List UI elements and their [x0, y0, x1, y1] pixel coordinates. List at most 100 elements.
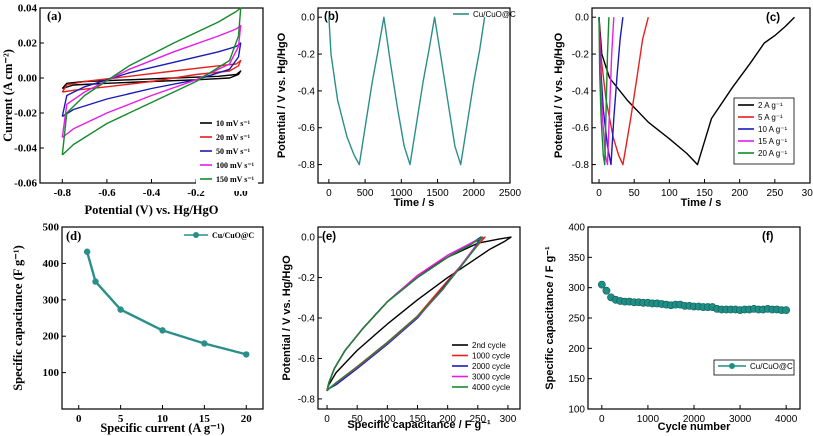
- y-tick-label: 400: [43, 258, 60, 270]
- data-point: [782, 306, 791, 315]
- plot-frame: [317, 7, 511, 184]
- legend-label: 3000 cycle: [472, 373, 511, 382]
- data-point: [117, 306, 124, 313]
- series-cu-cuo-c: [597, 280, 791, 315]
- plot-frame: [317, 226, 521, 410]
- y-tick-label: -0.6: [298, 123, 316, 134]
- y-axis-label: Potential / V vs. Hg/HgO: [553, 32, 565, 158]
- x-axis-label: Time / s: [394, 197, 435, 209]
- data-point: [159, 327, 166, 334]
- y-tick-label: 0.0: [301, 13, 315, 24]
- y-tick-label: -0.06: [14, 178, 37, 190]
- y-tick-label: 500: [43, 222, 60, 234]
- legend-label: Cu/CuO@C: [212, 231, 254, 240]
- series-1000-cycle-line: [326, 236, 486, 392]
- y-tick-label: 0.00: [18, 73, 38, 85]
- panel-label: (e): [322, 231, 336, 243]
- panel-label: (b): [324, 11, 339, 23]
- legend-label: 100 mV s⁻¹: [216, 161, 255, 170]
- data-point: [201, 340, 208, 347]
- series-20-mv-s--line: [61, 59, 242, 93]
- legend-label: Cu/CuO@C: [473, 10, 516, 19]
- x-axis-label: Potential (V) vs. Hg/HgO: [84, 203, 218, 217]
- y-tick-label: 0.0: [301, 233, 315, 244]
- panel-label: (c): [766, 12, 780, 24]
- y-tick-label: -0.8: [572, 160, 590, 171]
- legend-label: 2000 cycle: [472, 362, 511, 371]
- y-tick-label: -0.2: [572, 50, 590, 61]
- x-tick-label: 500: [357, 188, 374, 199]
- x-tick-label: 100: [661, 188, 678, 199]
- data-point: [243, 351, 250, 358]
- x-tick-label: -0.8: [54, 187, 72, 199]
- y-tick-label: 200: [43, 331, 60, 343]
- legend-label: 5 A g⁻¹: [758, 113, 783, 122]
- y-tick-label: 300: [568, 283, 585, 294]
- x-axis-label: Cycle number: [658, 421, 731, 433]
- x-tick-label: 0: [324, 414, 330, 425]
- data-point: [92, 278, 99, 285]
- x-tick-label: 250: [469, 414, 486, 425]
- x-tick-label: 3000: [729, 414, 752, 425]
- plot-frame: [591, 7, 811, 184]
- x-tick-label: 200: [731, 188, 748, 199]
- x-tick-label: 150: [409, 414, 426, 425]
- panel-c: 0 50 100 150 200 250 300 -0.8 -0.6 -0.4 -0.2 0.0 Tim…: [553, 7, 813, 209]
- legend-label: 2nd cycle: [472, 341, 506, 350]
- legend-label: 10 A g⁻¹: [758, 125, 787, 134]
- y-tick-label: -0.6: [572, 123, 590, 134]
- x-tick-label: -0.6: [98, 187, 116, 199]
- x-tick-label: 2000: [683, 414, 706, 425]
- legend-label: 2 A g⁻¹: [758, 101, 783, 110]
- x-tick-label: 15: [199, 413, 211, 425]
- y-tick-label: -0.2: [298, 273, 316, 284]
- series-100-mv-s--line: [61, 24, 242, 139]
- series-10-mv-s--line: [61, 70, 242, 90]
- x-tick-label: 150: [696, 188, 713, 199]
- panel-b: 0 500 1000 1500 2000 2500 -0.8 -0.6 -0.4 -0.2 0.0 T…: [276, 7, 522, 209]
- x-tick-label: 0: [326, 188, 332, 199]
- series-cu-cuo-c-line: [85, 251, 247, 356]
- panel-e: 0 50 100 150 200 250 300 -0.8 -0.6 -0.4 -0.2 0.0 Spe…: [281, 226, 521, 431]
- data-point: [602, 286, 611, 295]
- legend: Cu/CuO@C: [453, 10, 516, 19]
- y-tick-label: -0.4: [298, 86, 316, 97]
- x-tick-label: 10: [157, 413, 169, 425]
- x-tick-label: 0: [76, 413, 82, 425]
- x-tick-label: 0: [596, 188, 602, 199]
- y-tick-label: 0.04: [18, 3, 38, 15]
- y-tick-label: -0.8: [298, 160, 316, 171]
- series-150-mv-s--line: [61, 7, 242, 156]
- legend: Cu/CuO@C: [713, 359, 795, 376]
- x-tick-label: 50: [352, 414, 364, 425]
- y-tick-label: 0.02: [18, 38, 38, 50]
- y-tick-label: 0.0: [575, 13, 589, 24]
- x-tick-label: 1000: [390, 188, 413, 199]
- x-tick-label: 5: [118, 413, 124, 425]
- x-tick-label: 300: [802, 188, 813, 199]
- data-point: [83, 248, 91, 255]
- y-tick-label: 100: [568, 405, 585, 416]
- legend-label: 20 mV s⁻¹: [216, 133, 251, 142]
- legend-box: [713, 359, 795, 376]
- y-tick-label: 200: [568, 344, 585, 355]
- x-axis-label: Specific capacitance / F g⁻¹: [347, 419, 491, 431]
- y-tick-label: 250: [568, 314, 585, 325]
- series-3000-cycle-line: [326, 236, 484, 392]
- legend-label: 10 mV s⁻¹: [216, 119, 251, 128]
- legend-label: 1000 cycle: [472, 352, 511, 361]
- x-axis-label: Specific current (A g⁻¹): [100, 421, 224, 435]
- y-tick-label: -0.4: [298, 314, 316, 325]
- x-tick-label: 2500: [499, 188, 522, 199]
- legend-marker: [193, 232, 199, 238]
- y-tick-label: -0.02: [14, 108, 37, 120]
- y-axis-label: Specific capacitance / F g⁻¹: [544, 246, 556, 390]
- y-axis-label: Potential / V vs. Hg/HgO: [281, 255, 293, 381]
- y-tick-label: 400: [568, 223, 585, 234]
- legend-label: 20 A g⁻¹: [758, 149, 787, 158]
- y-tick-label: 300: [43, 294, 60, 306]
- y-axis-label: Current (A cm⁻²): [1, 49, 15, 142]
- series-50-mv-s--line: [61, 42, 242, 118]
